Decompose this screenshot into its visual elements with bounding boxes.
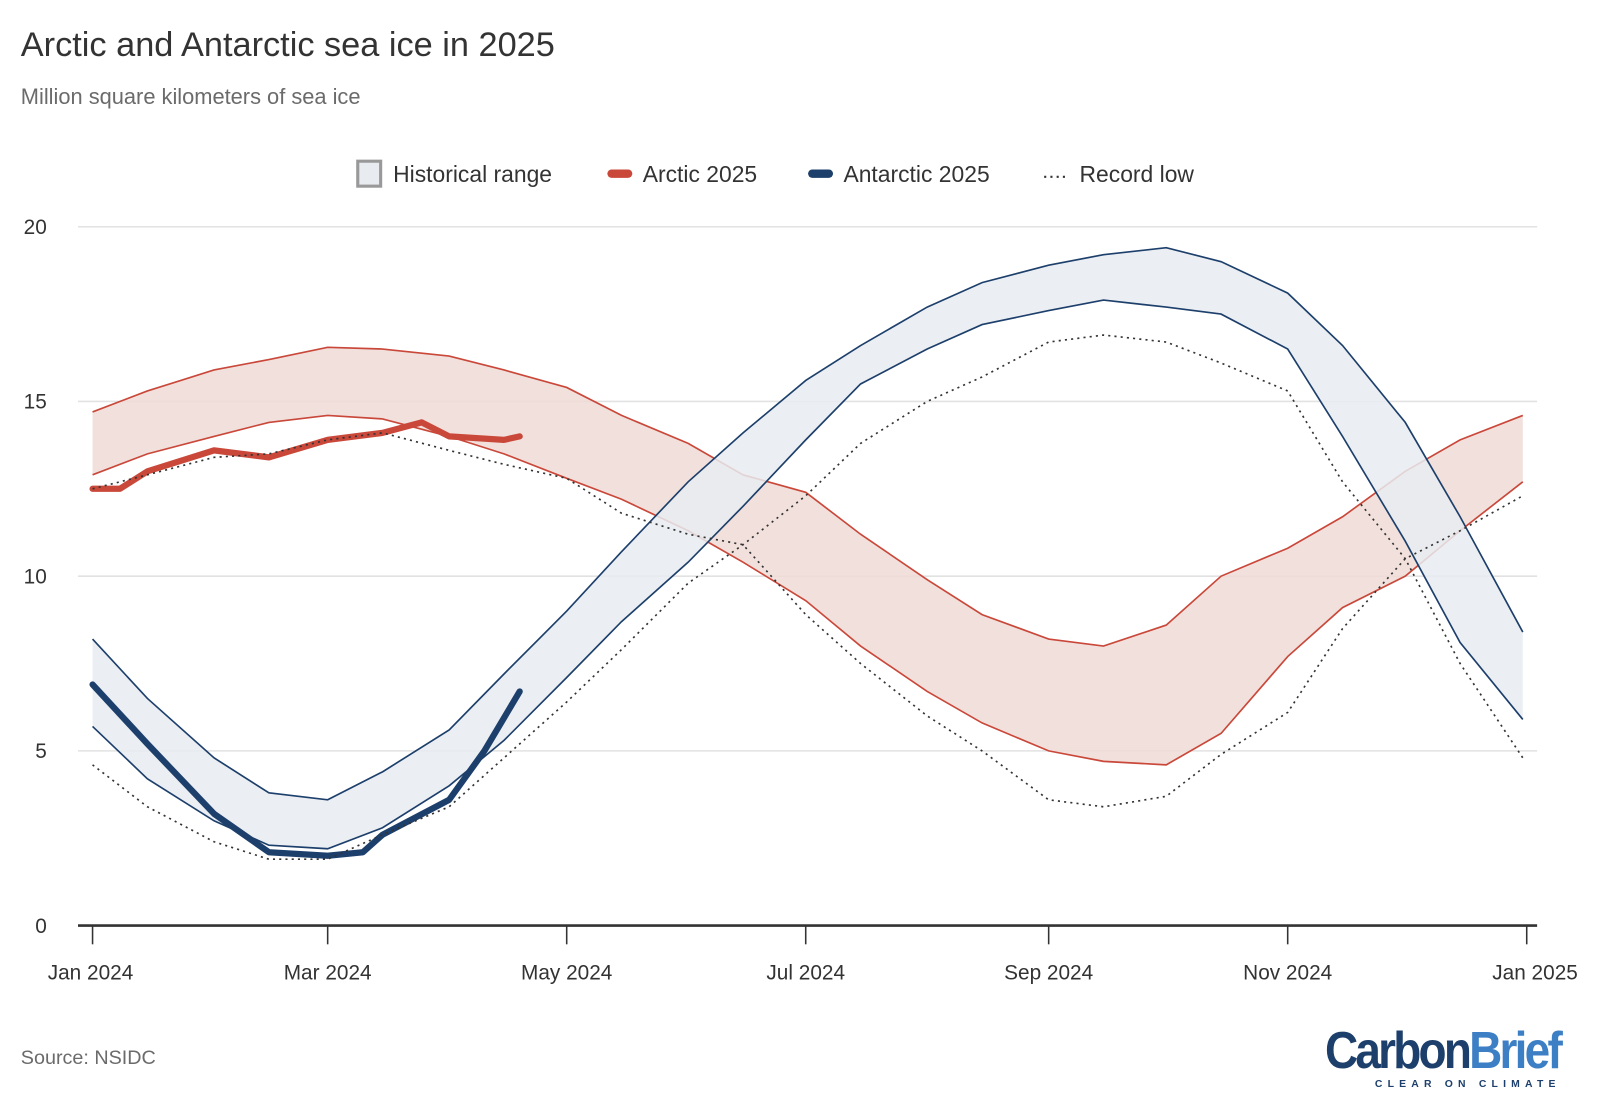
source-note: Source: NSIDC (21, 1047, 156, 1069)
y-tick-label: 0 (35, 915, 47, 938)
historical-range-bands (91, 246, 1524, 850)
legend-antarctic-2025: Antarctic 2025 (843, 161, 989, 187)
arctic-range-min-line (92, 414, 1524, 766)
arctic-2025-line (89, 419, 523, 492)
y-tick-label: 20 (24, 216, 47, 239)
legend-record-low: Record low (1080, 161, 1195, 187)
antarctic-range-min-line (91, 299, 1524, 850)
x-tick-label: Jul 2024 (766, 962, 845, 985)
antarctic-range-max-line (91, 246, 1524, 801)
chart-title: Arctic and Antarctic sea ice in 2025 (21, 26, 555, 64)
x-tick-label: Jan 2025 (1492, 962, 1578, 985)
x-tick-label: Jan 2024 (48, 962, 134, 985)
legend-historical-range: Historical range (393, 161, 552, 187)
y-tick-label: 10 (24, 565, 47, 588)
arctic-range-max-line (92, 346, 1524, 647)
x-axis: Jan 2024 Mar 2024 May 2024 Jul 2024 Sep 2024… (48, 924, 1578, 985)
x-tick-label: May 2024 (521, 962, 612, 985)
arctic-record-low-line (92, 432, 1524, 808)
x-tick-label: Sep 2024 (1004, 962, 1093, 985)
x-tick-label: Mar 2024 (284, 962, 372, 985)
legend-arctic-2025: Arctic 2025 (643, 161, 757, 187)
x-tick-label: Nov 2024 (1243, 962, 1332, 985)
legend-historical-range-swatch (356, 159, 383, 188)
carbonbrief-logo: CarbonBrief CLEAR ON CLIMATE (1325, 1022, 1567, 1090)
y-tick-label: 15 (24, 391, 47, 414)
svg-text:CLEAR ON CLIMATE: CLEAR ON CLIMATE (1375, 1079, 1561, 1090)
y-axis: 0 5 10 15 20 (24, 216, 47, 938)
series-lines (89, 334, 1524, 861)
gridlines (78, 225, 1538, 752)
antarctic-2025-line (89, 681, 523, 859)
chart-subtitle: Million square kilometers of sea ice (21, 84, 361, 109)
arctic-historical-range (92, 347, 1523, 765)
legend: Historical range Arctic 2025 Antarctic 2… (356, 159, 1195, 188)
svg-text:CarbonBrief: CarbonBrief (1325, 1022, 1563, 1080)
y-tick-label: 5 (35, 740, 47, 763)
antarctic-historical-range (92, 247, 1523, 849)
